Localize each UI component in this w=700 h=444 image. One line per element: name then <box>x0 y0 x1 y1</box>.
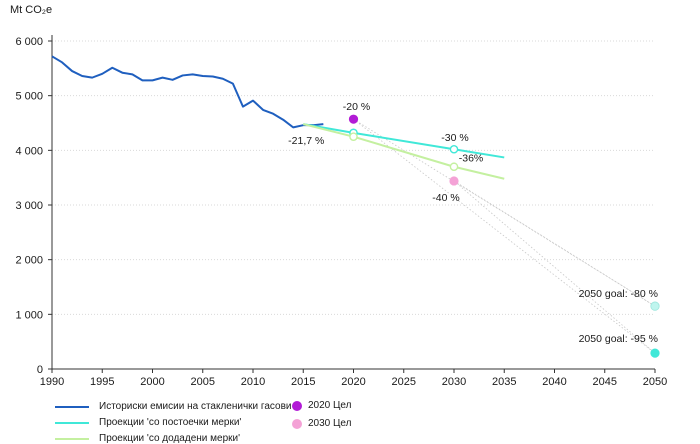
goal-80-label: 2050 goal: -80 % <box>579 288 658 300</box>
x-tick-label: 2050 <box>643 376 667 388</box>
additional-measures-2030-label: -36% <box>459 153 484 165</box>
legend-item-2020-target: 2020 Цел <box>292 400 352 411</box>
x-tick-label: 2040 <box>542 376 566 388</box>
x-tick-label: 2020 <box>341 376 365 388</box>
legend-label-2020-target: 2020 Цел <box>308 400 352 411</box>
y-tick-label: 3 000 <box>15 200 43 212</box>
legend-item-additional-measures: Проекции 'со додадени мерки' <box>55 433 240 444</box>
legend-dot-2020-target <box>292 400 302 411</box>
y-tick-label: 2 000 <box>15 255 43 267</box>
target-2030-label: -40 % <box>432 192 459 204</box>
y-tick-label: 0 <box>37 364 43 376</box>
y-tick-label: 5 000 <box>15 91 43 103</box>
y-tick-label: 1 000 <box>15 309 43 321</box>
legend-item-2030-target: 2030 Цел <box>292 418 352 429</box>
historical-2015-change-label: -21,7 % <box>288 135 324 147</box>
legend-item-historical: Историски емисии на стакленички гасови <box>55 401 291 412</box>
legend-label-historical: Историски емисии на стакленички гасови <box>99 401 292 412</box>
legend-label-2030-target: 2030 Цел <box>308 418 352 429</box>
plot-area: 0 1 000 2 000 3 000 4 000 5 000 6 000 1990 1995 2… <box>15 35 667 388</box>
x-tick-label: 2045 <box>593 376 617 388</box>
legend-swatch-additional-measures <box>55 437 89 440</box>
goal-95-point <box>650 348 660 358</box>
y-tick-label: 6 000 <box>15 36 43 48</box>
x-tick-label: 2005 <box>191 376 215 388</box>
goal-trajectory-dotted-line <box>353 118 656 307</box>
goal-95-label: 2050 goal: -95 % <box>579 333 658 345</box>
series-historical-line <box>51 55 324 129</box>
x-tick-label: 1990 <box>40 376 64 388</box>
series-additional-measures-line <box>303 123 505 180</box>
target-2030-point <box>449 176 459 186</box>
x-tick-label: 2030 <box>442 376 466 388</box>
legend-label-additional-measures: Проекции 'со додадени мерки' <box>99 433 241 444</box>
legend-swatch-historical <box>55 405 89 408</box>
legend-label-existing-measures: Проекции 'со постоечки мерки' <box>99 417 242 428</box>
x-tick-label: 2015 <box>291 376 315 388</box>
x-tick-label: 2035 <box>492 376 516 388</box>
target-2020-point <box>348 114 359 124</box>
legend: Историски емисии на стакленички гасови П… <box>0 398 700 444</box>
y-tick-label: 4 000 <box>15 145 43 157</box>
goal-trajectory-dotted-line <box>453 180 656 307</box>
series-existing-measures-line <box>303 123 505 159</box>
legend-dot-2030-target <box>292 418 302 429</box>
y-axis-unit-label: Mt CO₂e <box>10 4 53 16</box>
goal-trajectory-dotted-line <box>453 180 656 354</box>
target-2020-label: -20 % <box>343 101 370 113</box>
x-tick-label: 2025 <box>392 376 416 388</box>
x-tick-label: 2000 <box>140 376 164 388</box>
x-tick-label: 2010 <box>241 376 265 388</box>
existing-measures-2030-label: -30 % <box>441 132 468 144</box>
x-tick-label: 1995 <box>90 376 114 388</box>
projection-marker <box>449 162 459 172</box>
legend-swatch-existing-measures <box>55 421 89 424</box>
legend-item-existing-measures: Проекции 'со постоечки мерки' <box>55 417 241 428</box>
goal-80-point <box>650 301 660 311</box>
projection-marker <box>349 132 358 141</box>
projection-marker <box>449 144 459 154</box>
goal-trajectory-dotted-line <box>353 118 656 354</box>
